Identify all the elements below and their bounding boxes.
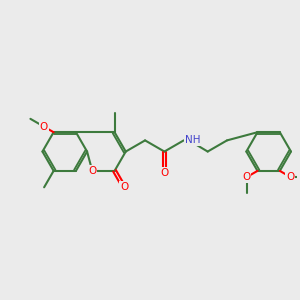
Text: NH: NH bbox=[185, 135, 201, 146]
Text: O: O bbox=[120, 182, 128, 192]
Text: O: O bbox=[160, 168, 169, 178]
Text: O: O bbox=[88, 166, 96, 176]
Text: O: O bbox=[286, 172, 295, 182]
Text: O: O bbox=[242, 172, 250, 182]
Text: O: O bbox=[40, 122, 48, 132]
